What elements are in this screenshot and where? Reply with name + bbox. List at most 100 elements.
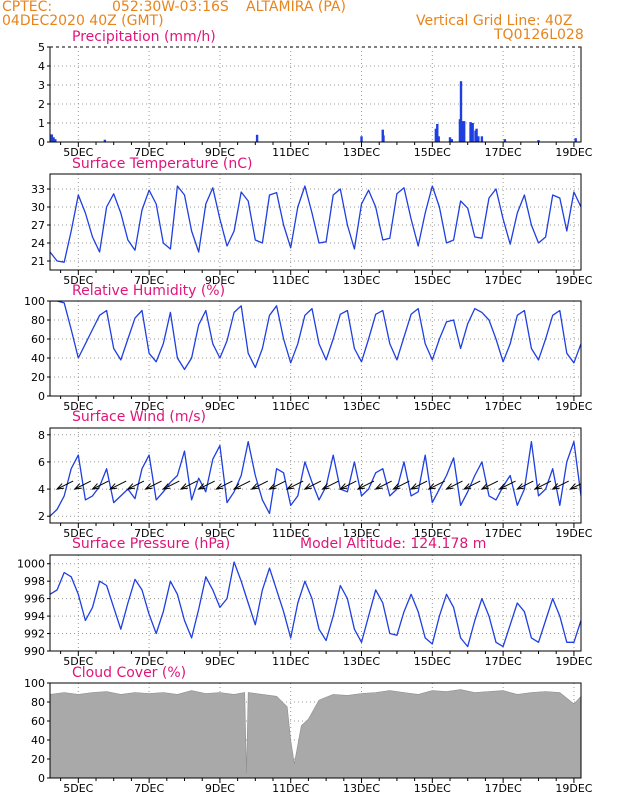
x-tick-label: 9DEC bbox=[205, 146, 235, 159]
header-station: ALTAMIRA (PA) bbox=[246, 0, 346, 15]
wind-arrow bbox=[233, 480, 251, 490]
wind-arrow-head bbox=[303, 483, 312, 490]
y-tick-label: 60 bbox=[31, 333, 45, 346]
panel-frame bbox=[49, 173, 582, 271]
x-tick-label: 15DEC bbox=[414, 527, 451, 540]
x-tick-label: 19DEC bbox=[555, 274, 592, 287]
x-tick-label: 9DEC bbox=[205, 527, 235, 540]
precip-bar bbox=[469, 122, 472, 142]
y-tick-label: 0 bbox=[38, 136, 45, 149]
precip-bar bbox=[360, 136, 363, 142]
precip-bar bbox=[537, 140, 540, 142]
x-tick-label: 11DEC bbox=[272, 527, 309, 540]
precip-bar bbox=[477, 136, 480, 142]
x-tick-label: 13DEC bbox=[343, 274, 380, 287]
y-tick-label: 100 bbox=[24, 295, 45, 308]
wind-arrow-head bbox=[108, 483, 118, 490]
y-tick-label: 1 bbox=[38, 117, 45, 130]
x-tick-label: 11DEC bbox=[272, 782, 309, 795]
panel-wind: Surface Wind (m/s) 2 4 6 8 5DEC 7DEC 9DEC 11DEC 1… bbox=[38, 409, 593, 540]
precip-bar bbox=[50, 134, 53, 142]
y-tick-label: 4 bbox=[38, 483, 45, 496]
x-tick-label: 17DEC bbox=[485, 274, 522, 287]
y-tick-label: 0 bbox=[38, 390, 45, 403]
y-tick-label: 992 bbox=[24, 628, 45, 641]
wind-arrow bbox=[570, 483, 581, 490]
panel-frame bbox=[49, 682, 582, 779]
y-tick-label: 3 bbox=[38, 79, 45, 92]
header-code: TQ0126L028 bbox=[494, 27, 584, 43]
y-tick-label: 100 bbox=[24, 677, 45, 690]
wind-arrow-head bbox=[392, 483, 401, 490]
wind-arrow bbox=[180, 480, 198, 490]
wind-arrow-head bbox=[250, 483, 259, 490]
panel-precip: Precipitation (mm/h) 0 1 2 3 4 5 5DEC 7DEC 9DEC 11… bbox=[38, 29, 593, 159]
y-tick-label: 24 bbox=[31, 237, 45, 250]
header-coords: 052:30W-03:16S bbox=[112, 0, 229, 15]
x-tick-label: 7DEC bbox=[134, 655, 164, 668]
precip-bar bbox=[475, 128, 478, 142]
wind-arrow bbox=[163, 480, 180, 490]
panel-frame bbox=[49, 554, 582, 652]
wind-arrow-head bbox=[445, 483, 454, 490]
precip-bar bbox=[52, 137, 55, 142]
cloud-cover-area bbox=[50, 689, 581, 778]
wind-arrow bbox=[145, 480, 162, 490]
precip-bar bbox=[436, 123, 439, 142]
precip-bar bbox=[480, 136, 484, 142]
wind-arrow-head bbox=[427, 483, 436, 490]
precip-bar bbox=[382, 135, 385, 142]
precip-bar bbox=[503, 139, 507, 142]
precip-bar bbox=[574, 138, 577, 142]
x-tick-label: 7DEC bbox=[134, 146, 164, 159]
x-tick-label: 7DEC bbox=[134, 782, 164, 795]
wind-arrow-head bbox=[144, 483, 153, 490]
y-tick-label: 30 bbox=[31, 201, 45, 214]
y-tick-label: 8 bbox=[38, 429, 45, 442]
model-altitude-label: Model Altitude: 124.178 m bbox=[300, 536, 486, 552]
wind-arrow bbox=[357, 480, 375, 490]
series-temp bbox=[50, 185, 581, 263]
y-tick-label: 80 bbox=[31, 696, 45, 709]
header-grid-note: Vertical Grid Line: 40Z bbox=[416, 13, 573, 29]
temp-line bbox=[50, 185, 581, 263]
x-tick-label: 13DEC bbox=[343, 146, 380, 159]
wind-arrow-head bbox=[338, 483, 348, 490]
wind-arrow-head bbox=[356, 483, 366, 490]
y-tick-label: 20 bbox=[31, 753, 45, 766]
precip-bar bbox=[462, 121, 466, 142]
x-tick-label: 5DEC bbox=[63, 782, 93, 795]
x-tick-label: 7DEC bbox=[134, 274, 164, 287]
x-tick-label: 13DEC bbox=[343, 655, 380, 668]
x-tick-label: 13DEC bbox=[343, 782, 380, 795]
wind-arrow-head bbox=[126, 483, 135, 490]
wind-arrow bbox=[127, 480, 145, 490]
precip-bar bbox=[103, 139, 107, 142]
wind-arrow-head bbox=[232, 483, 242, 490]
precip-bar bbox=[450, 139, 453, 142]
x-tick-label: 9DEC bbox=[205, 400, 235, 413]
x-tick-label: 11DEC bbox=[272, 274, 309, 287]
precip-bar bbox=[437, 136, 440, 142]
x-tick-label: 9DEC bbox=[205, 782, 235, 795]
x-tick-label: 19DEC bbox=[555, 527, 592, 540]
x-tick-label: 17DEC bbox=[485, 146, 522, 159]
x-tick-label: 15DEC bbox=[414, 400, 451, 413]
wind-arrow bbox=[109, 480, 127, 490]
wind-arrow bbox=[251, 480, 269, 490]
wind-arrow bbox=[74, 480, 92, 490]
x-tick-label: 9DEC bbox=[205, 274, 235, 287]
wind-arrow-head bbox=[409, 483, 419, 490]
panel-frame bbox=[49, 427, 582, 524]
precip-bar bbox=[434, 128, 438, 142]
wind-arrow bbox=[216, 480, 233, 490]
x-tick-label: 19DEC bbox=[555, 655, 592, 668]
wind-line bbox=[50, 440, 581, 517]
y-tick-label: 1000 bbox=[17, 558, 45, 571]
x-tick-label: 17DEC bbox=[485, 400, 522, 413]
x-tick-label: 11DEC bbox=[272, 400, 309, 413]
panel-title-humidity: Relative Humidity (%) bbox=[72, 283, 225, 299]
x-tick-label: 19DEC bbox=[555, 782, 592, 795]
x-tick-label: 11DEC bbox=[272, 146, 309, 159]
